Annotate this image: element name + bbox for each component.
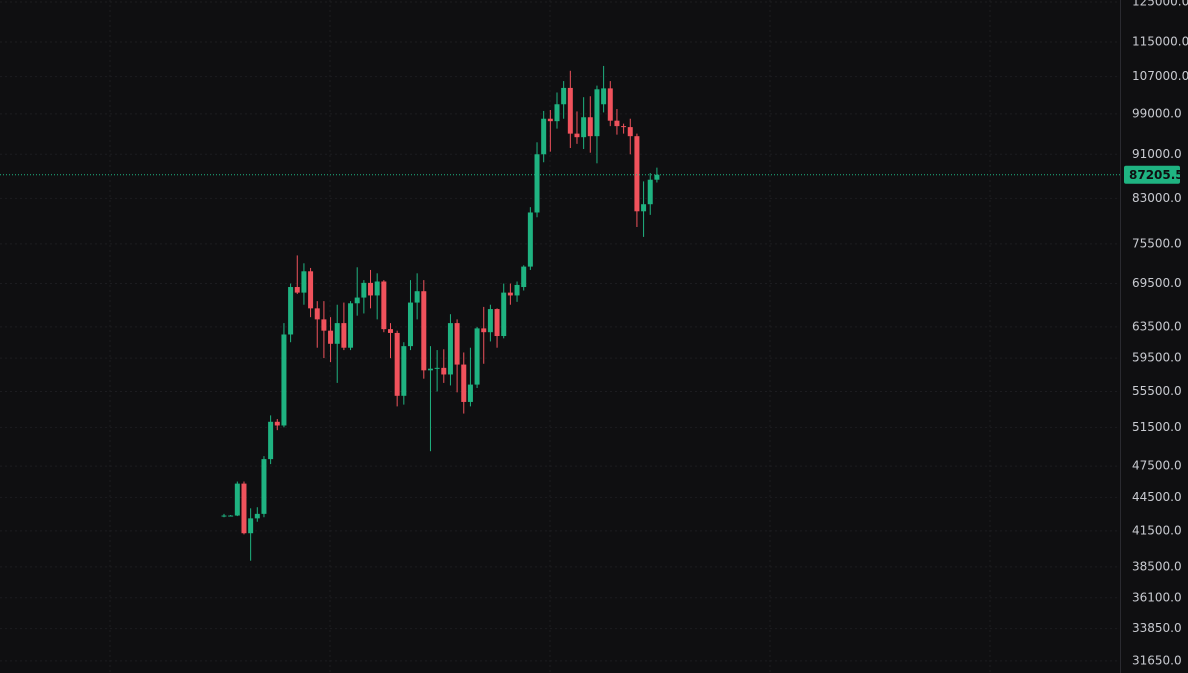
candle-body [527, 212, 533, 267]
candle-body [447, 323, 453, 375]
candle-body [454, 323, 460, 365]
y-tick-label: 107000.0 [1132, 69, 1188, 83]
candle-body [567, 87, 573, 134]
candle-body [494, 309, 500, 337]
candle-body [627, 127, 633, 137]
candle-body [328, 330, 334, 344]
candle-body [381, 281, 387, 330]
candle-body [581, 117, 587, 138]
candle-body [348, 303, 354, 348]
candle-body [614, 120, 620, 127]
candle-body [321, 319, 327, 331]
y-tick-label: 55500.0 [1132, 384, 1182, 398]
y-tick-label: 125000.0 [1132, 0, 1188, 8]
candle-body [574, 133, 580, 138]
y-tick-label: 63500.0 [1132, 319, 1182, 333]
candle-body [621, 126, 627, 128]
candle-body [561, 87, 567, 105]
y-tick-label: 31650.0 [1132, 653, 1182, 667]
candle-body [414, 291, 420, 303]
candle-body [521, 266, 527, 288]
y-tick-label: 36100.0 [1132, 590, 1182, 604]
candle-body [647, 179, 653, 205]
candle-body [601, 88, 607, 105]
candle-body [474, 328, 480, 385]
candle-body [421, 291, 427, 371]
candle-body [361, 282, 367, 298]
candle-body [441, 367, 447, 375]
candle-body [607, 88, 613, 121]
candle-body [248, 518, 254, 534]
candle-body [268, 421, 274, 460]
candle-body [461, 364, 467, 402]
candle-body [274, 421, 280, 426]
candle-body [547, 118, 553, 122]
y-tick-label: 83000.0 [1132, 191, 1182, 205]
y-tick-label: 115000.0 [1132, 34, 1188, 48]
y-tick-label: 69500.0 [1132, 276, 1182, 290]
candle-body [281, 334, 287, 426]
candle-body [288, 287, 294, 335]
y-tick-label: 59500.0 [1132, 351, 1182, 365]
candle-body [654, 174, 660, 180]
y-tick-label: 91000.0 [1132, 147, 1182, 161]
candle-body [401, 346, 407, 396]
candle-body [587, 117, 593, 137]
candle-body [388, 329, 393, 333]
y-tick-label: 41500.0 [1132, 523, 1182, 537]
last-price-box [1124, 165, 1180, 184]
candle-body [554, 104, 560, 122]
candle-body [294, 287, 300, 293]
candle-body [254, 513, 260, 519]
y-tick-label: 47500.0 [1132, 459, 1182, 473]
candle-body [541, 118, 547, 155]
y-tick-label: 75500.0 [1132, 236, 1182, 250]
candle-body [374, 281, 380, 296]
candle-body [368, 282, 374, 296]
candle-body [314, 308, 320, 320]
candle-body [228, 515, 234, 517]
candle-body [427, 368, 433, 371]
candle-body [234, 483, 240, 516]
candle-body [507, 292, 513, 296]
candle-body [301, 271, 307, 293]
candle-body [354, 297, 360, 304]
y-tick-label: 33850.0 [1132, 621, 1182, 635]
candle-body [394, 332, 400, 396]
y-tick-label: 38500.0 [1132, 559, 1182, 573]
candle-body [594, 89, 600, 137]
candle-body [241, 483, 247, 534]
candle-body [407, 302, 413, 347]
candle-body [467, 384, 473, 402]
candle-body [634, 136, 640, 212]
candle-body [487, 309, 493, 333]
candle-body [501, 292, 507, 337]
candle-body [534, 154, 540, 213]
candle-body [308, 271, 314, 309]
candle-body [334, 323, 340, 344]
candle-body [341, 323, 347, 348]
candle-body [434, 367, 440, 369]
y-tick-label: 44500.0 [1132, 490, 1182, 504]
candle-body [641, 204, 647, 212]
y-tick-label: 51500.0 [1132, 420, 1182, 434]
candle-body [481, 328, 487, 333]
y-tick-label: 99000.0 [1132, 106, 1182, 120]
candle-body [261, 459, 267, 514]
candle-body [514, 284, 520, 296]
candle-body [221, 515, 227, 517]
last-price-label: 87205.5 [1129, 168, 1184, 182]
